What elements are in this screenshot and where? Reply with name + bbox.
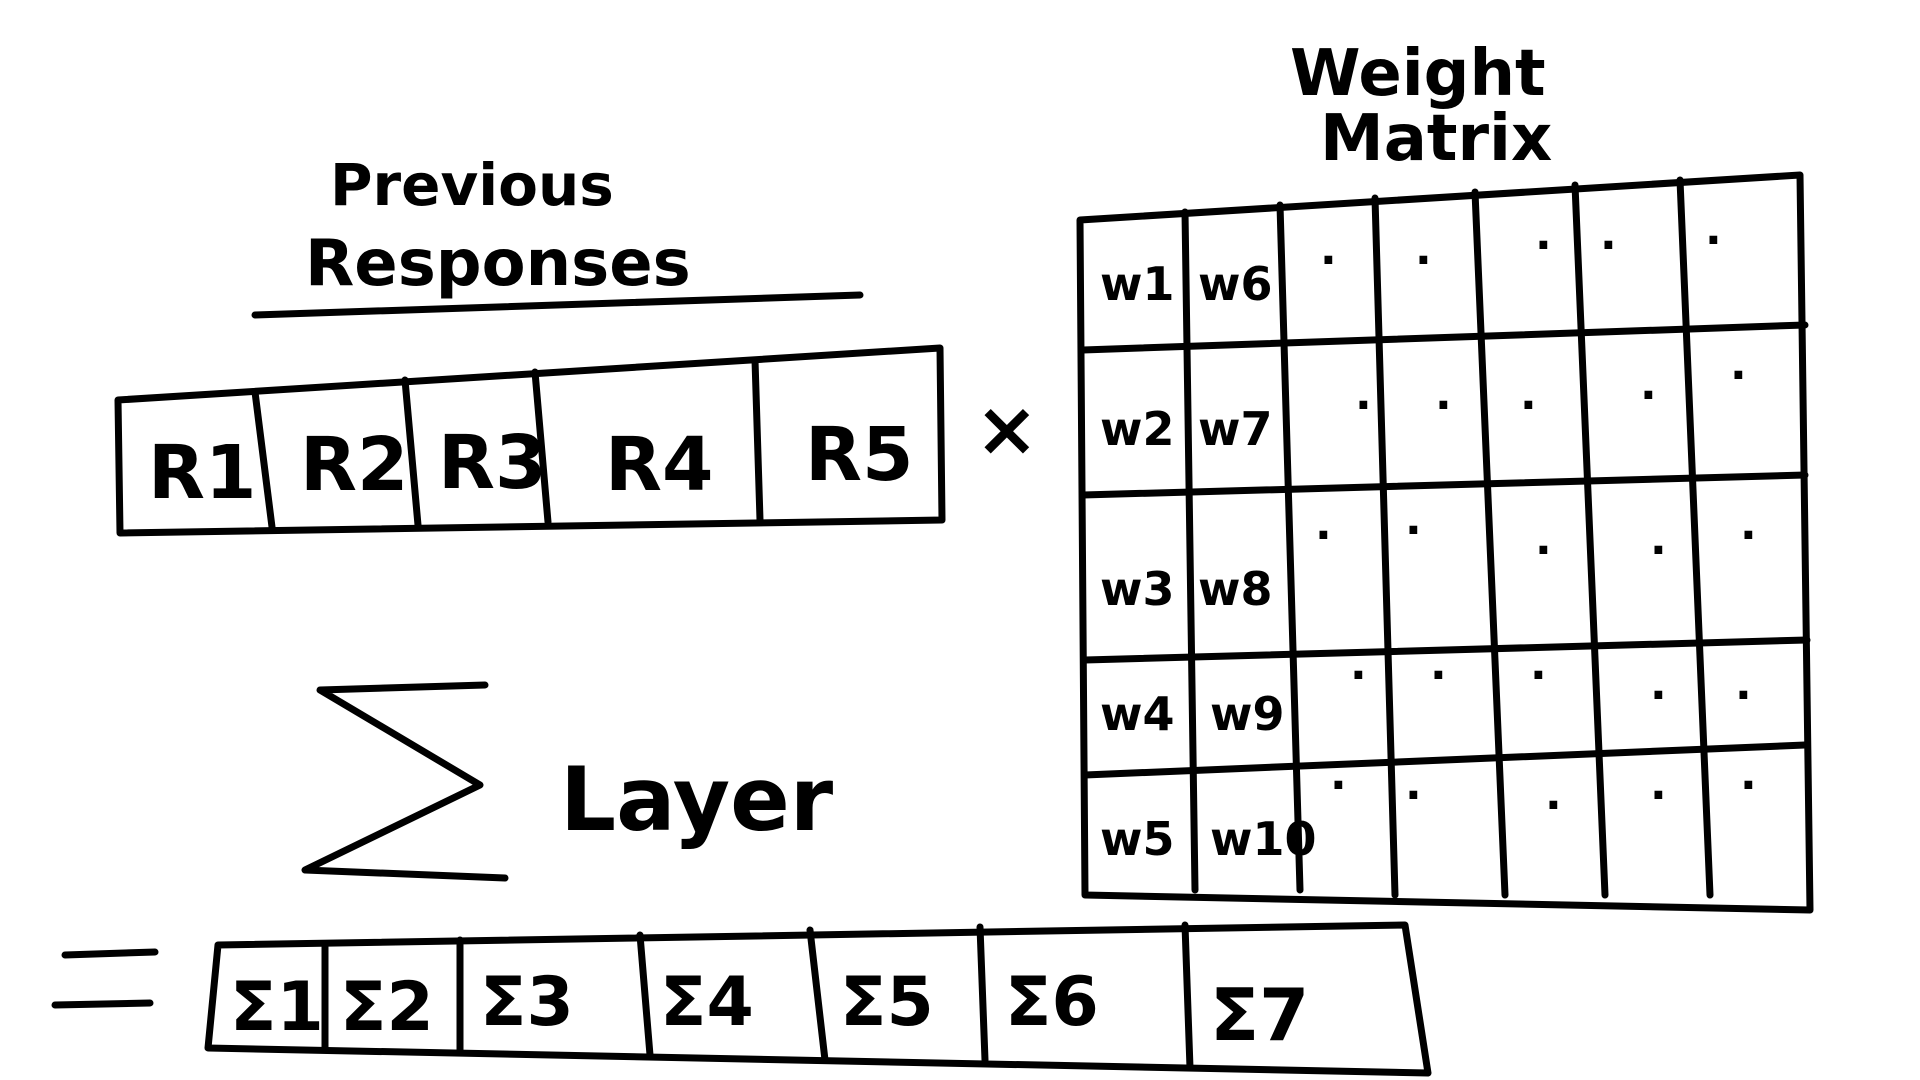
- weight-cell: ·: [1640, 370, 1657, 421]
- weight-cell: ·: [1530, 650, 1547, 701]
- previous-responses-underline: [251, 291, 864, 319]
- weight-cell: ·: [1735, 670, 1752, 721]
- equals-sign-top: [61, 948, 159, 959]
- weight-cell: ·: [1435, 380, 1452, 431]
- weight-cell: ·: [1600, 220, 1617, 271]
- response-cell: R5: [805, 412, 913, 498]
- sigma-symbol: [301, 681, 509, 882]
- response-cell: R3: [438, 420, 546, 506]
- sum-layer-label: Layer: [560, 748, 834, 851]
- previous-responses-title-line2: Responses: [305, 227, 691, 301]
- output-cell: Σ2: [340, 968, 434, 1047]
- weight-cell: ·: [1415, 235, 1432, 286]
- equals-sign-bottom: [51, 999, 154, 1009]
- weight-cell: w1: [1100, 257, 1175, 311]
- weight-cell: ·: [1740, 510, 1757, 561]
- weight-cell: w4: [1100, 687, 1175, 741]
- weight-cell: w3: [1100, 562, 1175, 616]
- weight-cell: ·: [1705, 215, 1722, 266]
- weight-matrix-title-line1: Weight: [1290, 37, 1546, 111]
- weight-cell: ·: [1730, 350, 1747, 401]
- weight-matrix-title-line2: Matrix: [1320, 102, 1552, 176]
- weight-cell: ·: [1320, 235, 1337, 286]
- output-cell: Σ1: [230, 968, 324, 1047]
- weight-cell: w2: [1100, 402, 1175, 456]
- weight-cell: ·: [1650, 525, 1667, 576]
- weight-cell: ·: [1405, 505, 1422, 556]
- weight-cell: ·: [1545, 780, 1562, 831]
- weight-matrix-grid: [1076, 171, 1814, 914]
- weight-cell: ·: [1350, 650, 1367, 701]
- weight-cell: ·: [1355, 380, 1372, 431]
- weight-cell: ·: [1740, 760, 1757, 811]
- weight-cell: ·: [1430, 650, 1447, 701]
- output-cell: Σ7: [1210, 973, 1309, 1057]
- output-cell: Σ4: [660, 963, 754, 1042]
- weight-cell: w8: [1198, 562, 1273, 616]
- weight-cell: ·: [1535, 220, 1552, 271]
- weight-cell: w7: [1198, 402, 1273, 456]
- multiply-operator: ×: [975, 384, 1039, 473]
- output-cell: Σ3: [480, 963, 574, 1042]
- output-vector: Σ1 Σ2 Σ3 Σ4 Σ5 Σ6 Σ7: [204, 921, 1432, 1077]
- weight-cell: ·: [1315, 510, 1332, 561]
- weight-cell: ·: [1535, 525, 1552, 576]
- weight-cell: ·: [1330, 760, 1347, 811]
- weight-cell: w10: [1210, 812, 1317, 866]
- weight-cell: w5: [1100, 812, 1175, 866]
- response-cell: R4: [605, 422, 713, 508]
- output-cell: Σ6: [1005, 963, 1099, 1042]
- weight-cell: ·: [1650, 670, 1667, 721]
- weight-cell: w9: [1210, 687, 1285, 741]
- response-cell: R1: [148, 430, 256, 516]
- weight-cell: w6: [1198, 257, 1273, 311]
- previous-responses-title-line1: Previous: [330, 151, 614, 219]
- weight-cell: ·: [1650, 770, 1667, 821]
- weight-matrix-cells: w1 w6 · · · · · w2 w7 · · · · · w3 w8 · …: [1100, 215, 1757, 866]
- response-cell: R2: [300, 422, 408, 508]
- weight-cell: ·: [1520, 380, 1537, 431]
- output-cell: Σ5: [840, 963, 934, 1042]
- responses-vector: R1 R2 R3 R4 R5: [114, 344, 946, 537]
- weight-cell: ·: [1405, 770, 1422, 821]
